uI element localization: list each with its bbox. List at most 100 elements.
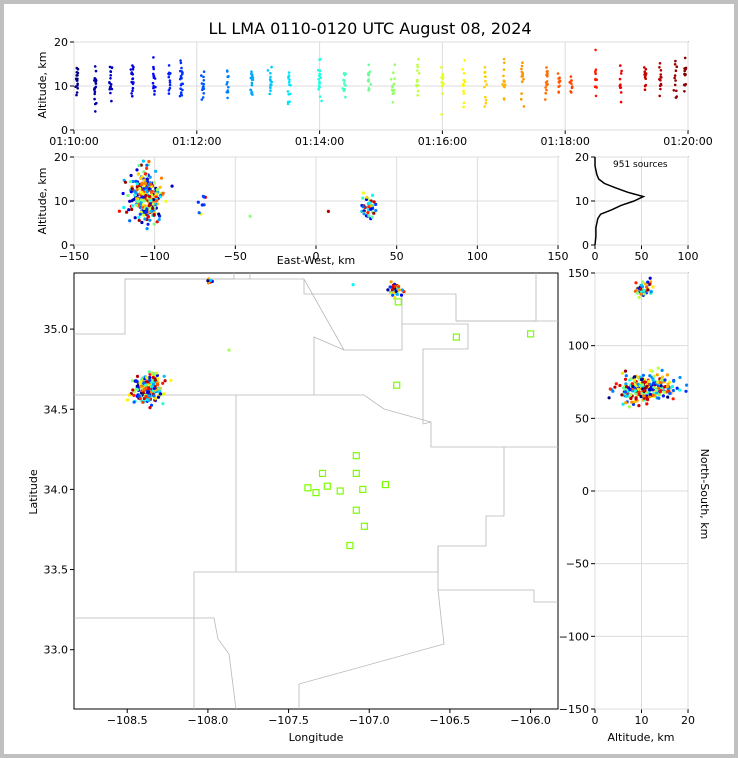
p1-source-point — [93, 65, 97, 68]
ns-source-point — [641, 280, 645, 284]
p2-source-point — [122, 205, 126, 210]
p1-source-point — [167, 75, 171, 79]
p1-source-point — [317, 68, 320, 72]
map-source-point — [153, 378, 157, 382]
p2-source-point — [369, 207, 373, 211]
map-source-point — [131, 379, 135, 383]
p1-source-point — [93, 77, 97, 80]
ns-source-point — [608, 387, 612, 391]
p2-points — [117, 159, 378, 231]
ns-source-point — [642, 292, 647, 296]
ns-ytick-label: 0 — [582, 485, 589, 498]
p1-source-point — [618, 84, 622, 88]
station-marker — [318, 469, 327, 477]
p2-source-point — [150, 191, 154, 195]
ns-source-point — [634, 397, 638, 401]
ns-xlabel: Altitude, km — [607, 731, 674, 744]
p2-source-point — [145, 207, 149, 211]
p2-source-point — [132, 197, 136, 202]
p1-source-point — [618, 77, 622, 81]
p1-source-point — [93, 92, 96, 96]
p1-source-point — [594, 48, 597, 52]
p1-source-point — [643, 88, 647, 91]
p1-source-point — [415, 80, 419, 83]
p1-source-point — [391, 84, 394, 87]
p1-source-point — [75, 77, 79, 81]
ns-ylabel: North-South, km — [698, 449, 711, 540]
ns-source-point — [651, 285, 655, 289]
p1-source-point — [317, 77, 320, 81]
ns-source-point — [640, 378, 644, 382]
figure-frame: LL LMA 0110-0120 UTC August 08, 2024 01:… — [4, 4, 734, 754]
p2-source-point — [152, 198, 156, 202]
p1-source-point — [74, 85, 77, 88]
p1-source-point — [289, 84, 292, 87]
p1-source-point — [416, 89, 420, 93]
station-marker — [323, 482, 331, 490]
map-source-point — [227, 348, 231, 352]
p2-source-point — [142, 178, 146, 182]
p2-source-point — [142, 184, 146, 188]
p2-source-point — [133, 193, 137, 197]
p2-xtick-label: −50 — [224, 250, 247, 263]
p1-source-point — [484, 95, 487, 99]
p1-source-point — [179, 76, 183, 79]
p1-source-point — [131, 64, 134, 67]
county-line — [303, 273, 537, 322]
p1-source-point — [366, 79, 370, 83]
p1-source-point — [659, 78, 662, 82]
p2-source-point — [126, 193, 130, 198]
p1-source-point — [502, 74, 505, 78]
p2-ylabel: Altitude, km — [36, 167, 49, 234]
p1-source-point — [129, 68, 133, 71]
station-marker — [352, 469, 360, 477]
map-source-point — [400, 288, 404, 292]
p1-source-point — [501, 83, 504, 86]
lma-figure: LL LMA 0110-0120 UTC August 08, 2024 01:… — [27, 19, 713, 744]
ns-xtick-label: 0 — [592, 714, 599, 727]
station-marker — [393, 381, 401, 389]
map-source-point — [152, 372, 156, 376]
p1-source-point — [152, 56, 155, 59]
p1-xtick-label: 01:14:00 — [295, 135, 344, 148]
p2-source-point — [164, 199, 168, 203]
map-source-point — [149, 403, 154, 407]
map-source-point — [131, 388, 135, 392]
p2-source-point — [361, 191, 365, 195]
p1-source-point — [268, 92, 272, 96]
station-marker — [526, 330, 535, 338]
p1-source-point — [270, 83, 273, 87]
ns-source-point — [657, 386, 661, 390]
ns-source-point — [633, 400, 637, 404]
p1-source-point — [249, 76, 253, 80]
p2-source-point — [145, 163, 149, 167]
ns-source-point — [652, 381, 656, 385]
p2-source-point — [145, 177, 149, 181]
p1-source-point — [251, 93, 254, 96]
ns-source-point — [648, 392, 653, 396]
p1-source-point — [226, 75, 230, 79]
ns-source-point — [646, 280, 650, 284]
p1-source-point — [522, 105, 526, 108]
ns-source-point — [660, 378, 664, 382]
ns-source-point — [624, 374, 628, 378]
map-source-point — [144, 386, 148, 390]
ns-source-point — [623, 390, 628, 394]
p2-xtick-label: 150 — [548, 250, 569, 263]
p2-source-point — [142, 213, 146, 217]
p1-source-point — [673, 76, 676, 80]
p1-source-point — [344, 72, 348, 75]
ns-source-point — [666, 395, 670, 399]
p1-xtick-label: 01:18:00 — [540, 135, 589, 148]
ns-source-point — [640, 283, 644, 287]
p1-source-point — [76, 71, 80, 75]
p1-source-point — [94, 85, 98, 89]
ns-source-point — [665, 385, 670, 389]
ns-source-point — [624, 401, 628, 405]
ns-xtick-label: 20 — [681, 714, 695, 727]
p1-source-point — [93, 102, 97, 106]
p2-source-point — [372, 211, 376, 215]
county-boundaries — [74, 273, 558, 710]
station-marker — [312, 489, 320, 497]
p2-source-point — [159, 176, 164, 180]
